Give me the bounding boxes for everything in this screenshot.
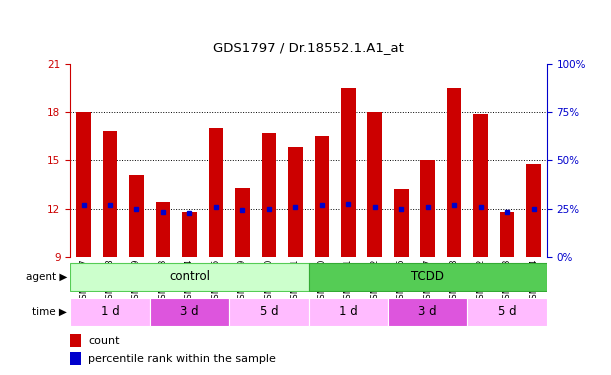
Bar [474, 114, 488, 257]
Bar [500, 212, 514, 257]
Text: 1 d: 1 d [101, 305, 119, 318]
Bar [262, 133, 276, 257]
Bar [208, 128, 223, 257]
Text: 1 d: 1 d [339, 305, 357, 318]
Bar [309, 298, 388, 326]
Bar [70, 334, 81, 347]
Text: TCDD: TCDD [411, 270, 444, 283]
Text: agent ▶: agent ▶ [26, 272, 67, 282]
Bar [309, 263, 547, 291]
Text: 3 d: 3 d [419, 305, 437, 318]
Bar [156, 202, 170, 257]
Bar [394, 189, 409, 257]
Bar [150, 298, 229, 326]
Bar [420, 160, 435, 257]
Bar [367, 112, 382, 257]
Bar [129, 175, 144, 257]
Bar [229, 298, 309, 326]
Bar [467, 298, 547, 326]
Text: 5 d: 5 d [498, 305, 516, 318]
Bar [235, 188, 250, 257]
Bar [70, 298, 150, 326]
Bar [526, 164, 541, 257]
Text: count: count [88, 336, 119, 346]
Text: control: control [169, 270, 210, 283]
Text: GDS1797 / Dr.18552.1.A1_at: GDS1797 / Dr.18552.1.A1_at [213, 41, 404, 54]
Bar [182, 212, 197, 257]
Bar [76, 112, 91, 257]
Bar [315, 136, 329, 257]
Text: 3 d: 3 d [180, 305, 199, 318]
Text: time ▶: time ▶ [32, 307, 67, 317]
Bar [103, 131, 117, 257]
Text: percentile rank within the sample: percentile rank within the sample [88, 354, 276, 364]
Text: 5 d: 5 d [260, 305, 278, 318]
Bar [70, 263, 309, 291]
Bar [447, 88, 461, 257]
Bar [70, 352, 81, 364]
Bar [341, 88, 356, 257]
Bar [288, 147, 302, 257]
Bar [388, 298, 467, 326]
